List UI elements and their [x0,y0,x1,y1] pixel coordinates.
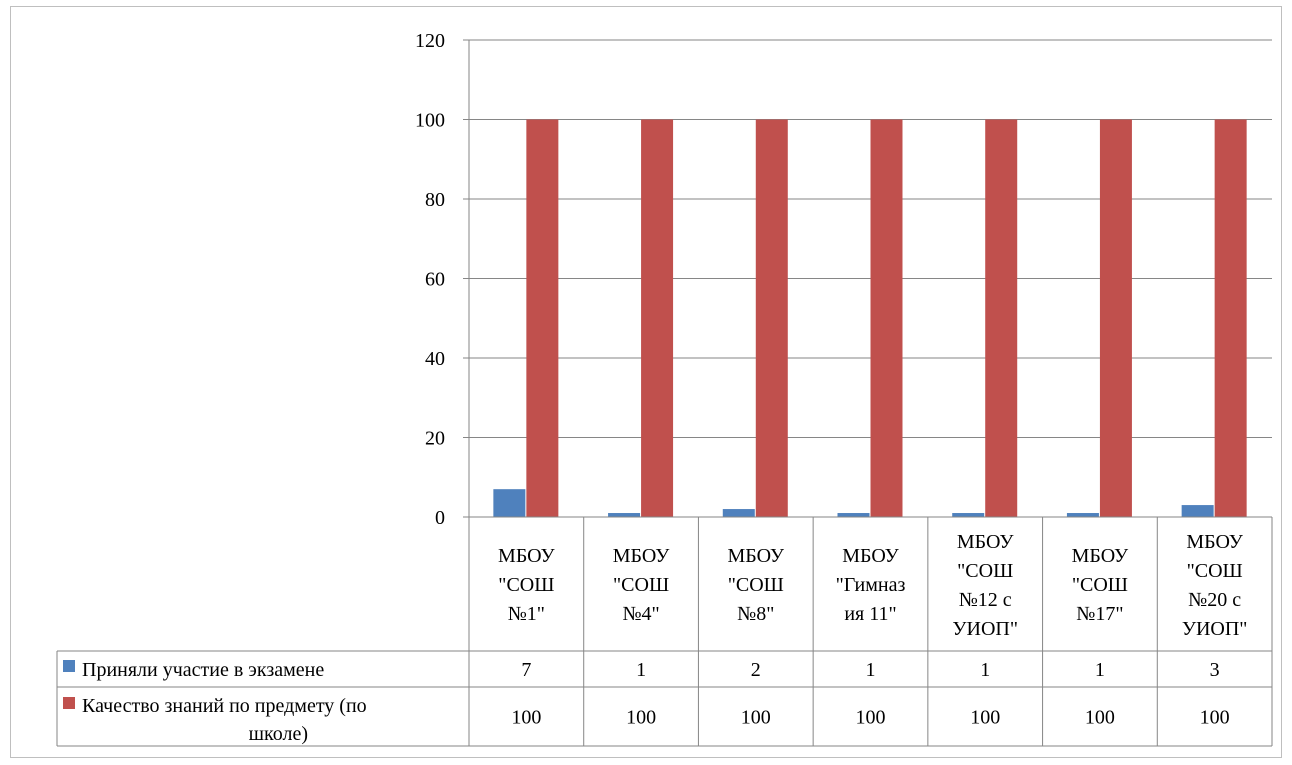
category-label: "СОШ [498,574,554,596]
data-table-value: 1 [1095,659,1105,681]
data-table-value: 1 [866,659,876,681]
bar-participants [608,513,641,517]
bar-participants [493,489,526,517]
bar-participants [1181,505,1214,517]
category-label: ия 11" [844,603,896,625]
category-label: №1" [508,603,545,625]
y-tick-label: 100 [415,110,445,132]
category-label: №8" [737,603,774,625]
series-name: Приняли участие в экзамене [82,659,324,681]
chart-frame [10,6,1282,758]
y-tick-label: 0 [435,507,445,529]
category-label: №4" [622,603,659,625]
data-table-value: 100 [511,707,541,729]
series-name: Качество знаний по предмету (по [82,695,367,717]
category-label: "СОШ [957,560,1013,582]
category-label: №17" [1076,603,1123,625]
bar-quality [526,119,559,517]
y-tick-label: 80 [425,189,445,211]
category-label: УИОП" [1182,618,1248,640]
data-table-value: 100 [856,707,886,729]
legend-key [63,660,75,672]
bar-quality [985,119,1018,517]
bar-participants [952,513,985,517]
category-label: "СОШ [613,574,669,596]
category-label: "СОШ [1187,560,1243,582]
bar-participants [722,509,755,517]
y-tick-label: 20 [425,428,445,450]
category-label: УИОП" [952,618,1018,640]
legend-key [63,697,75,709]
bar-quality [1099,119,1132,517]
y-tick-label: 60 [425,269,445,291]
category-label: МБОУ [613,545,670,567]
category-label: МБОУ [1072,545,1129,567]
y-tick-label: 40 [425,348,445,370]
data-table-value: 100 [1200,707,1230,729]
category-label: "СОШ [1072,574,1128,596]
bar-quality [870,119,903,517]
bar-quality [755,119,788,517]
data-table-value: 100 [626,707,656,729]
category-label: МБОУ [727,545,784,567]
category-label: №12 с [959,589,1012,611]
category-label: МБОУ [1186,531,1243,553]
bar-participants [837,513,870,517]
data-table-value: 100 [741,707,771,729]
category-label: "СОШ [728,574,784,596]
data-table-value: 3 [1210,659,1220,681]
bar-quality [641,119,674,517]
bar-participants [1066,513,1099,517]
data-table-value: 7 [521,659,531,681]
category-label: МБОУ [842,545,899,567]
category-label: МБОУ [498,545,555,567]
y-tick-label: 120 [415,30,445,52]
category-label: "Гимназ [836,574,906,596]
category-label: МБОУ [957,531,1014,553]
data-table-value: 100 [970,707,1000,729]
data-table-value: 2 [751,659,761,681]
data-table-value: 1 [636,659,646,681]
series-name: школе) [249,723,308,745]
data-table-value: 1 [980,659,990,681]
category-label: №20 с [1188,589,1241,611]
data-table-value: 100 [1085,707,1115,729]
bar-quality [1214,119,1247,517]
